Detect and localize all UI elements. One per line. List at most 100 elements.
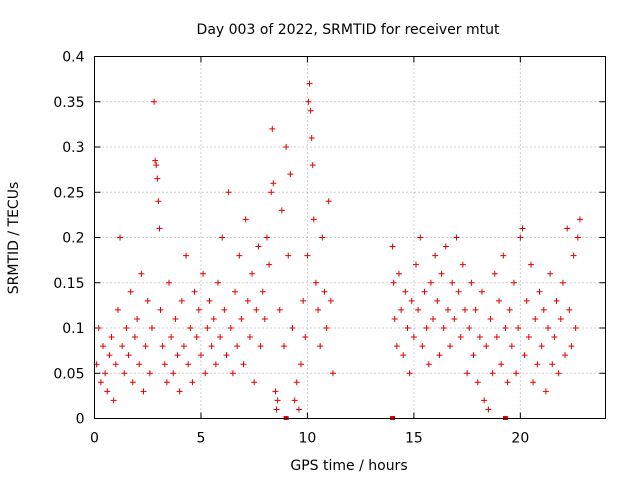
- data-point: [176, 388, 183, 395]
- data-point: [310, 216, 317, 223]
- data-point: [117, 234, 124, 241]
- data-point: [568, 343, 575, 350]
- data-point: [317, 343, 324, 350]
- data-point: [156, 225, 163, 232]
- data-point: [234, 343, 241, 350]
- data-point: [153, 162, 160, 169]
- data-point: [244, 297, 251, 304]
- data-point: [572, 325, 579, 331]
- data-point: [152, 157, 159, 164]
- data-point: [134, 315, 141, 322]
- data-point: [432, 252, 439, 259]
- data-point: [123, 325, 130, 331]
- data-point: [506, 306, 513, 313]
- data-point: [329, 370, 336, 377]
- tick-layer: 0 0.05 0.1 0.15 0.2 0.25 0.3 0.35 0.4 0 5 10 15 20: [53, 50, 606, 447]
- data-point: [287, 171, 294, 178]
- data-point: [114, 306, 121, 313]
- data-point: [321, 288, 328, 295]
- data-point: [302, 334, 309, 341]
- data-point: [425, 361, 432, 368]
- y-tick-label: 0.1: [62, 321, 84, 337]
- data-point: [97, 379, 104, 386]
- data-point: [562, 352, 569, 359]
- data-point: [210, 315, 217, 322]
- data-point: [269, 125, 276, 132]
- data-point: [108, 334, 115, 341]
- data-point: [442, 243, 449, 250]
- data-point: [263, 234, 270, 241]
- data-point: [283, 144, 290, 150]
- data-point: [178, 297, 185, 304]
- data-point: [251, 379, 258, 386]
- data-point: [559, 279, 566, 286]
- data-point: [447, 343, 454, 350]
- data-point: [309, 162, 316, 169]
- data-point: [121, 370, 128, 377]
- data-point: [291, 397, 298, 404]
- data-point: [536, 288, 543, 295]
- data-point: [515, 325, 522, 331]
- data-point: [489, 370, 496, 377]
- data-point: [276, 306, 283, 313]
- data-point: [498, 361, 505, 368]
- x-axis-title: GPS time / hours: [290, 458, 407, 474]
- data-point: [157, 306, 164, 313]
- data-point: [390, 279, 397, 286]
- data-point: [434, 297, 441, 304]
- data-point: [104, 388, 111, 395]
- data-point: [238, 315, 245, 322]
- plot-frame: [94, 56, 606, 419]
- data-point: [155, 198, 162, 205]
- data-point: [307, 107, 314, 114]
- data-point: [557, 315, 564, 322]
- data-point: [159, 343, 166, 350]
- data-point: [255, 243, 262, 250]
- data-point: [419, 343, 426, 350]
- data-point: [459, 261, 466, 268]
- data-point: [174, 352, 181, 359]
- data-point: [487, 315, 494, 322]
- data-point: [406, 370, 413, 377]
- data-point: [421, 288, 428, 295]
- data-point: [523, 297, 530, 304]
- data-point: [227, 325, 234, 331]
- data-point: [195, 306, 202, 313]
- data-point: [402, 288, 409, 295]
- data-point: [549, 361, 556, 368]
- x-tick-label: 20: [511, 431, 529, 447]
- data-point: [144, 297, 151, 304]
- data-point: [547, 270, 554, 277]
- data-point: [229, 370, 236, 377]
- data-point: [161, 361, 168, 368]
- data-point: [472, 306, 479, 313]
- data-point: [119, 343, 126, 350]
- data-point: [172, 315, 179, 322]
- data-point: [131, 334, 138, 341]
- data-point: [305, 98, 312, 105]
- data-point: [555, 370, 562, 377]
- data-point: [466, 325, 473, 331]
- data-point: [285, 252, 292, 259]
- data-point: [138, 270, 145, 277]
- data-point: [278, 207, 285, 214]
- x-tick-label: 10: [299, 431, 317, 447]
- data-point: [415, 306, 422, 313]
- data-point: [110, 397, 117, 404]
- data-point: [280, 343, 287, 350]
- data-point: [242, 216, 249, 223]
- data-point: [389, 243, 396, 250]
- data-point: [570, 252, 577, 259]
- data-point: [204, 325, 211, 331]
- data-points: [93, 80, 583, 420]
- data-point: [106, 352, 113, 359]
- data-point: [293, 379, 300, 386]
- data-point: [323, 325, 330, 331]
- data-point: [485, 406, 492, 413]
- data-point: [436, 352, 443, 359]
- data-point: [232, 288, 239, 295]
- data-point: [217, 334, 224, 341]
- data-point: [493, 334, 500, 341]
- data-point: [438, 270, 445, 277]
- data-point: [273, 406, 280, 413]
